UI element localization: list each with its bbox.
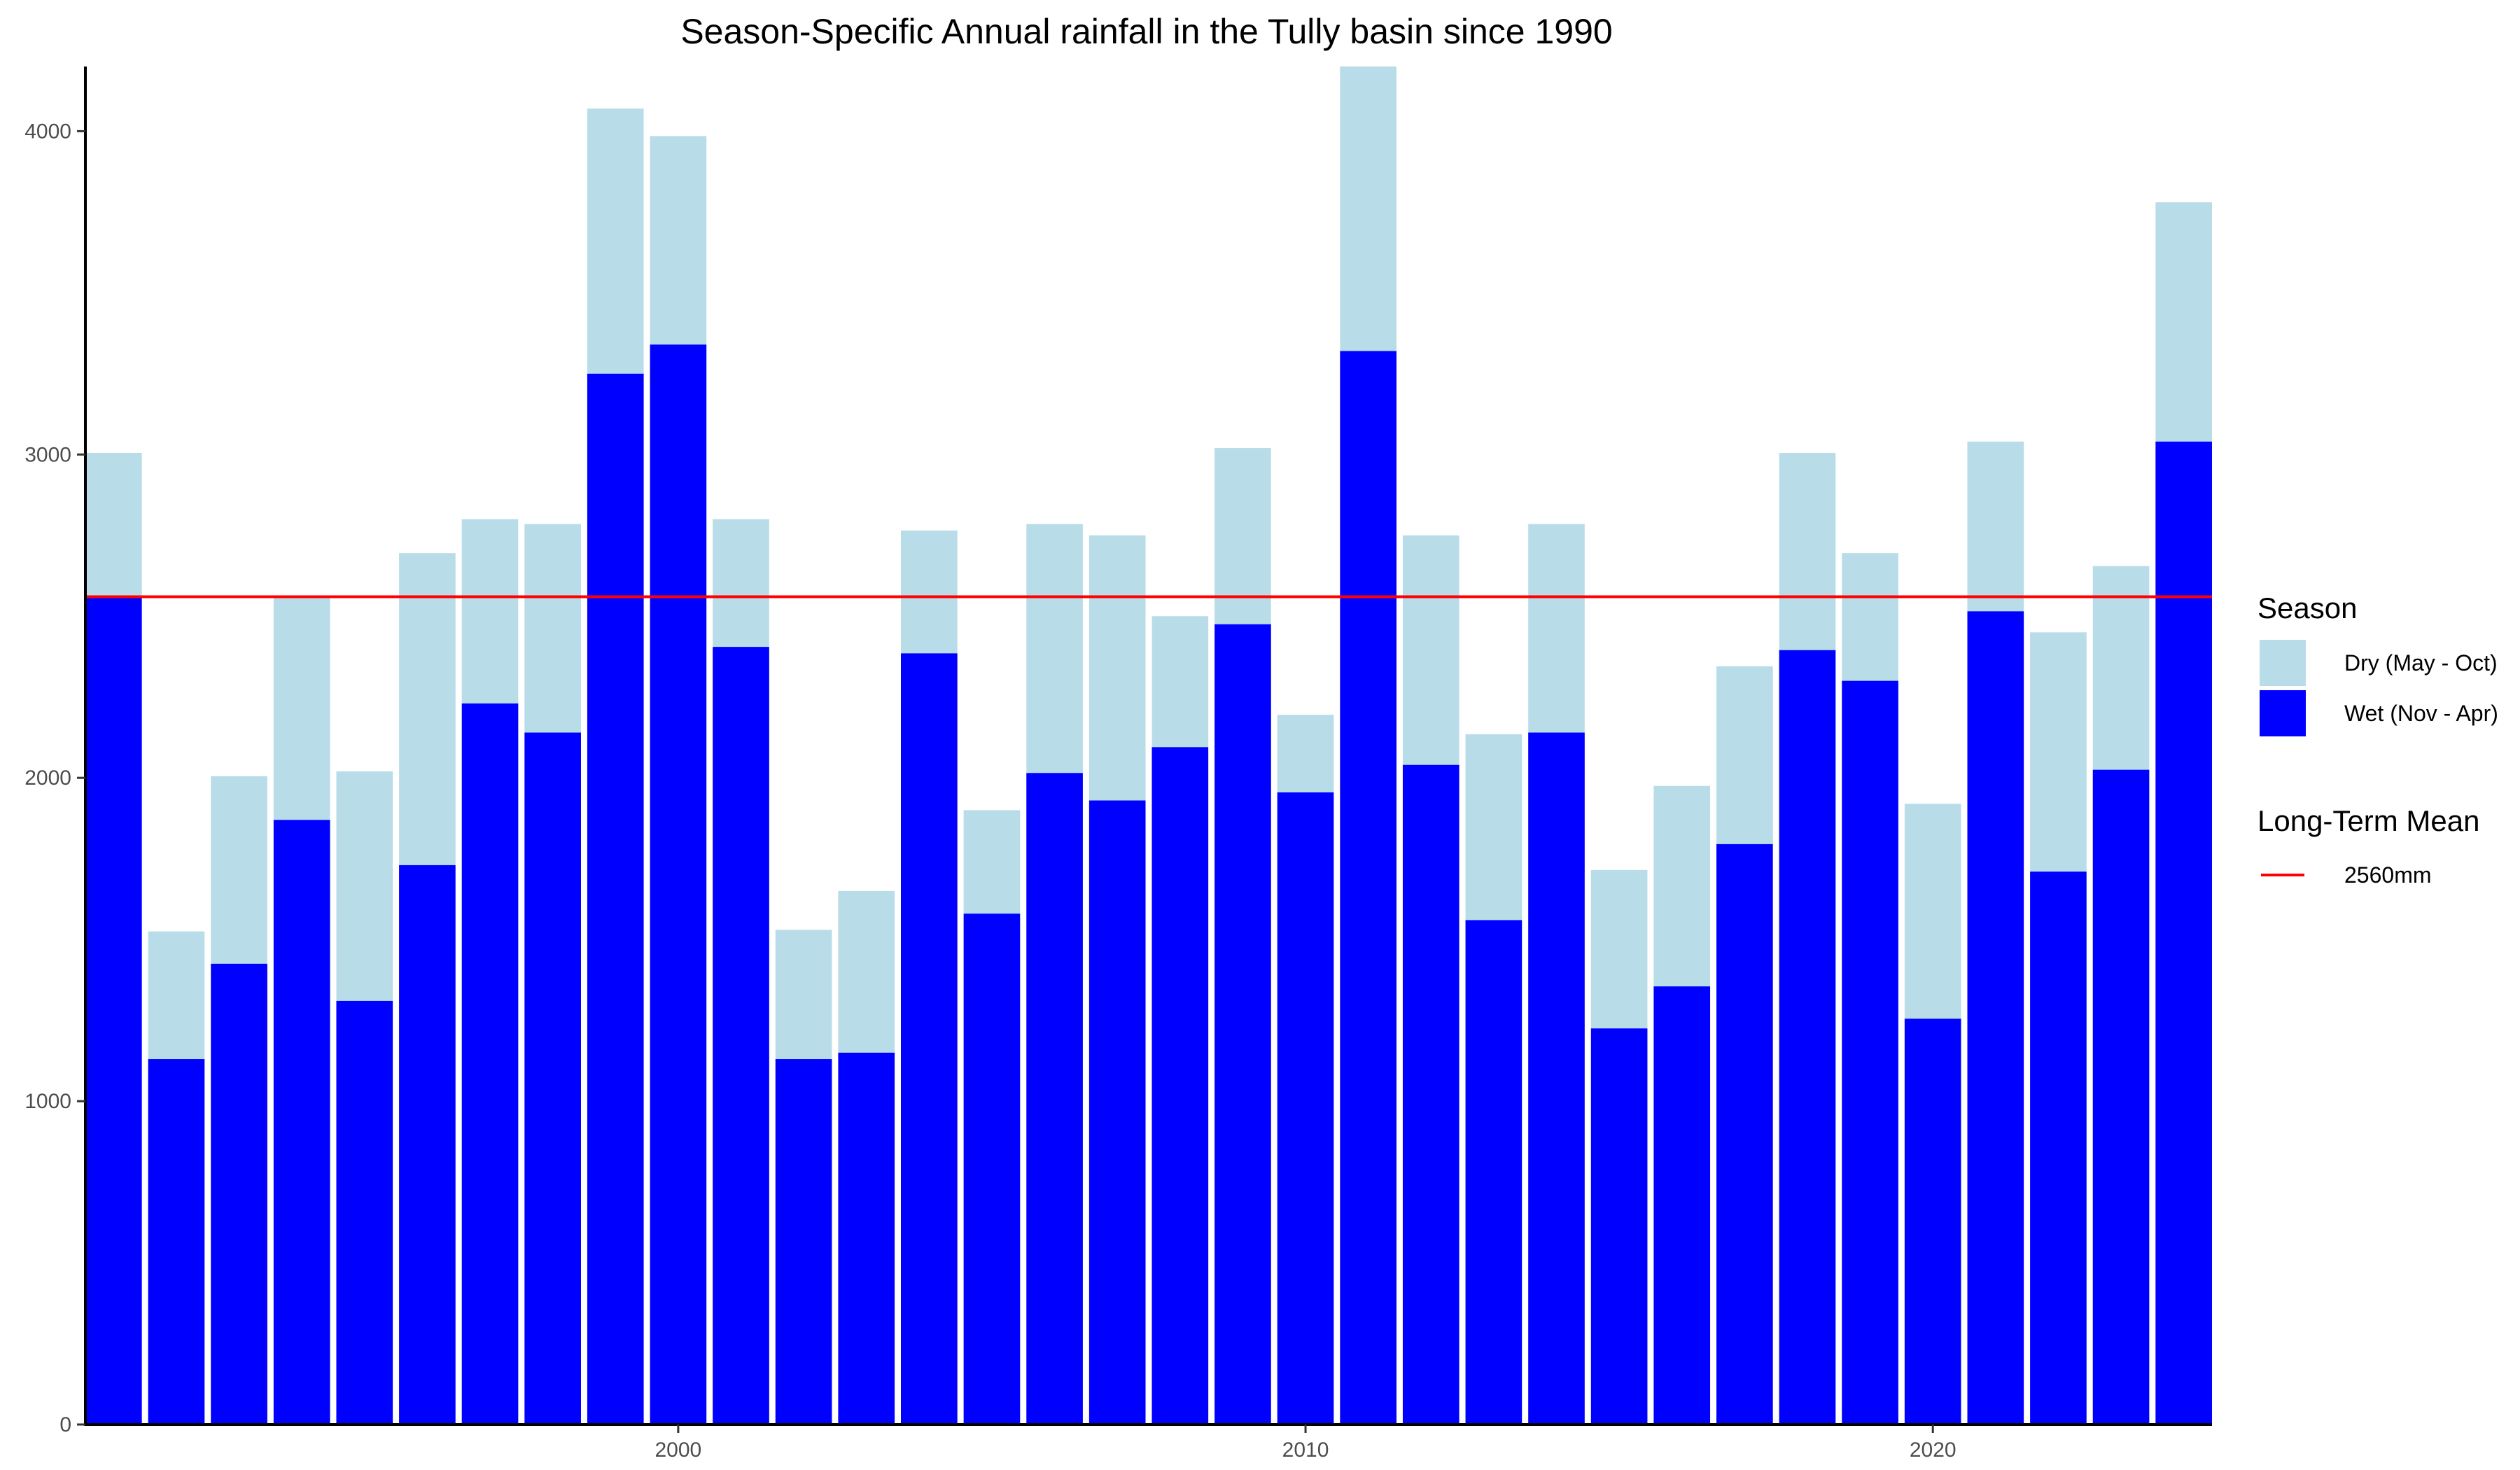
bar-wet-2011 <box>1340 351 1396 1425</box>
bar-dry-2006 <box>1026 524 1083 774</box>
bar-dry-2007 <box>1088 535 1146 801</box>
bar-dry-2008 <box>1152 616 1209 748</box>
bar-wet-1996 <box>399 864 456 1424</box>
bar-wet-2015 <box>1590 1028 1648 1424</box>
bar-wet-2003 <box>838 1052 895 1424</box>
legend: Season Dry (May - Oct) Wet (Nov - Apr) L… <box>2258 592 2498 888</box>
bar-dry-2001 <box>713 519 769 648</box>
bar-dry-1991 <box>85 452 142 597</box>
bar-dry-2012 <box>1402 535 1460 765</box>
bar-dry-2004 <box>901 530 958 654</box>
chart-title: Season-Specific Annual rainfall in the T… <box>680 12 1612 51</box>
bar-dry-2020 <box>1904 804 1961 1019</box>
legend-title-long-term-mean: Long-Term Mean <box>2258 804 2479 837</box>
bar-dry-2014 <box>1528 524 1585 733</box>
bar-wet-1994 <box>273 820 330 1424</box>
bar-dry-2002 <box>775 930 832 1060</box>
bar-dry-2018 <box>1779 452 1836 650</box>
bar-dry-2009 <box>1214 448 1271 624</box>
bar-dry-1997 <box>461 519 519 704</box>
bar-dry-2003 <box>838 890 895 1053</box>
bar-dry-2017 <box>1716 666 1773 844</box>
bar-wet-1998 <box>524 732 581 1424</box>
bar-wet-2005 <box>963 913 1021 1424</box>
legend-label-mean: 2560mm <box>2344 862 2432 888</box>
bar-wet-2009 <box>1214 624 1271 1424</box>
x-tick-label-2010: 2010 <box>1282 1438 1329 1462</box>
x-ticks-group: 2000 2010 2020 <box>655 1424 1956 1462</box>
x-tick-label-2020: 2020 <box>1910 1438 1956 1462</box>
y-tick-label-2000: 2000 <box>24 766 71 790</box>
bar-dry-1999 <box>587 108 644 374</box>
bar-wet-1995 <box>336 1000 393 1424</box>
bar-wet-1991 <box>85 596 142 1424</box>
bar-wet-2008 <box>1152 747 1209 1424</box>
bar-dry-2019 <box>1842 553 1898 681</box>
bar-dry-2022 <box>2030 632 2087 872</box>
y-tick-label-0: 0 <box>59 1413 71 1436</box>
bars-group <box>85 66 2212 1425</box>
bar-wet-1992 <box>148 1059 205 1424</box>
bar-wet-2018 <box>1779 650 1836 1424</box>
bar-dry-2000 <box>650 136 707 345</box>
legend-label-dry: Dry (May - Oct) <box>2344 650 2498 676</box>
bar-wet-2024 <box>2155 441 2212 1424</box>
bar-wet-1999 <box>587 373 644 1424</box>
bar-wet-1997 <box>461 703 519 1425</box>
legend-key-dry <box>2260 640 2306 686</box>
bar-wet-2001 <box>713 647 769 1424</box>
bar-wet-2013 <box>1465 920 1522 1424</box>
bar-wet-2023 <box>2092 769 2150 1424</box>
bar-wet-2012 <box>1402 764 1460 1424</box>
bar-dry-1994 <box>273 596 330 820</box>
legend-title-season: Season <box>2258 592 2357 624</box>
y-tick-label-3000: 3000 <box>24 443 71 466</box>
axes-group <box>84 66 2212 1426</box>
bar-dry-1996 <box>399 553 456 865</box>
bar-wet-2007 <box>1088 800 1146 1424</box>
bar-dry-1998 <box>524 524 581 733</box>
bar-dry-1993 <box>211 776 267 964</box>
bar-dry-2016 <box>1653 785 1711 987</box>
bar-wet-2016 <box>1653 986 1711 1424</box>
x-tick-label-2000: 2000 <box>655 1438 702 1462</box>
bar-wet-2014 <box>1528 732 1585 1424</box>
bar-wet-2020 <box>1904 1018 1961 1424</box>
legend-key-wet <box>2260 690 2306 736</box>
bar-dry-2010 <box>1277 715 1334 792</box>
bar-dry-2023 <box>2092 566 2150 770</box>
bar-dry-2013 <box>1465 734 1522 920</box>
bar-wet-2002 <box>775 1059 832 1424</box>
bar-wet-2021 <box>1967 611 2024 1424</box>
bar-wet-1993 <box>211 963 267 1424</box>
bar-wet-2004 <box>901 653 958 1424</box>
bar-dry-2015 <box>1590 869 1648 1029</box>
bar-dry-2024 <box>2155 202 2212 442</box>
y-ticks-group: 0 1000 2000 3000 4000 <box>24 120 85 1436</box>
bar-wet-2022 <box>2030 872 2087 1424</box>
bar-dry-2021 <box>1967 441 2024 612</box>
bar-dry-1995 <box>336 771 393 1001</box>
y-tick-label-1000: 1000 <box>24 1090 71 1113</box>
bar-wet-2010 <box>1277 792 1334 1424</box>
bar-dry-2011 <box>1340 66 1396 351</box>
legend-label-wet: Wet (Nov - Apr) <box>2344 701 2498 726</box>
bar-wet-2019 <box>1842 680 1898 1424</box>
bar-dry-2005 <box>963 810 1021 914</box>
bar-dry-1992 <box>148 931 205 1060</box>
bar-wet-2017 <box>1716 844 1773 1424</box>
bar-wet-2000 <box>650 344 707 1424</box>
bar-wet-2006 <box>1026 773 1083 1424</box>
y-tick-label-4000: 4000 <box>24 120 71 143</box>
